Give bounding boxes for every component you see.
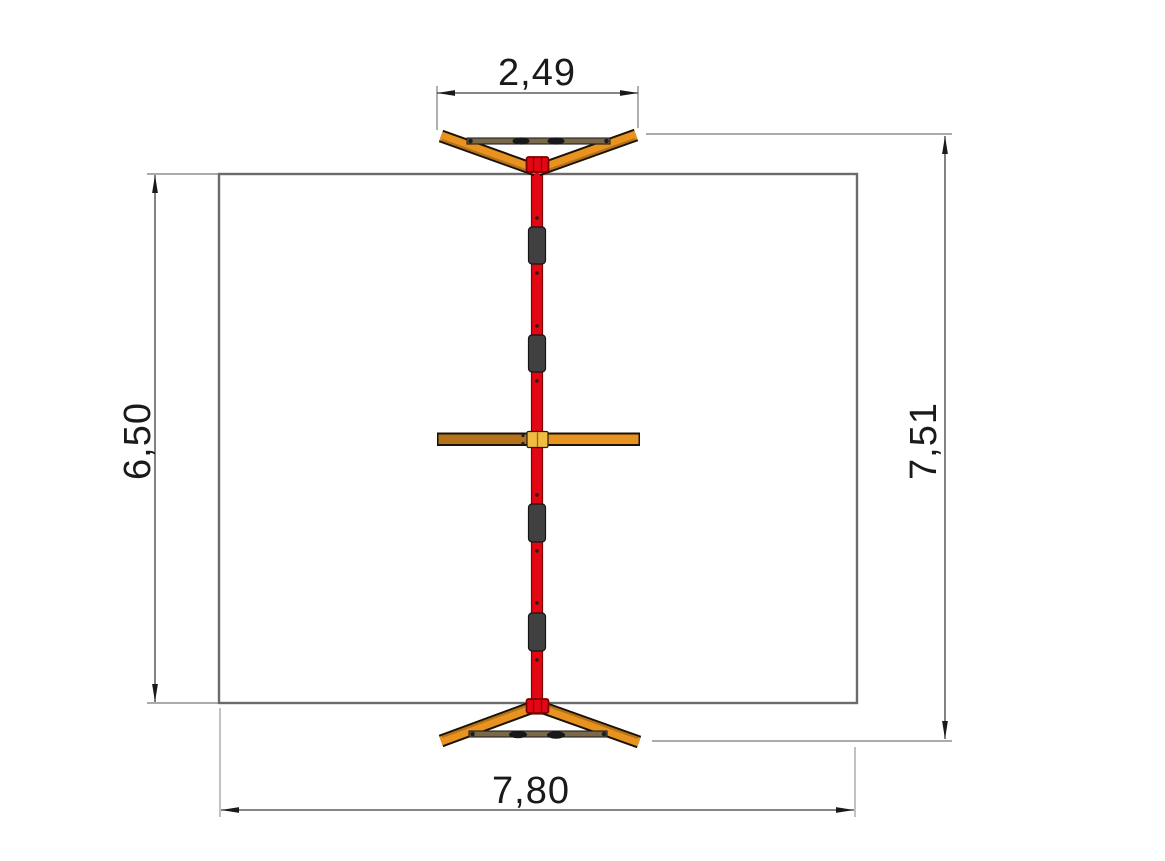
bolt-dot	[535, 658, 539, 662]
dimension-bottom-width: 7,80	[219, 708, 856, 817]
bolt-dot	[535, 324, 539, 328]
handle-grip	[512, 137, 530, 145]
bolt-dot	[521, 441, 525, 446]
middle-beam-connector	[526, 430, 549, 449]
bolt-dot	[601, 731, 607, 737]
bottom-left-beam	[439, 701, 538, 746]
dimension-right-height: 7,51	[646, 133, 952, 742]
bottom-left-beam-edge	[441, 701, 535, 739]
bottom-v-assembly	[438, 698, 642, 749]
climbing-structure	[437, 128, 642, 749]
bolt-dot	[535, 216, 539, 220]
bolt-dot	[535, 493, 539, 497]
dimension-top-width: 2,49	[436, 52, 639, 130]
top-right-beam	[536, 130, 638, 175]
bolt-dot	[535, 271, 539, 275]
dimension-label-bottom-width: 7,80	[492, 770, 570, 812]
bottom-right-beam-edge	[539, 701, 639, 740]
pole-clamp	[527, 612, 547, 652]
pole-clamp	[527, 503, 547, 543]
handle-grip	[547, 137, 565, 145]
top-right-beam-edge	[539, 137, 636, 175]
bottom-right-beam	[536, 701, 641, 747]
top-left-beam-edge	[441, 138, 535, 175]
bolt-dot	[535, 549, 539, 553]
bolt-dot	[604, 138, 609, 144]
top-pole-connector	[525, 156, 550, 173]
handle-grip	[547, 731, 565, 739]
bolt-dot	[535, 379, 539, 383]
dimension-label-right-height: 7,51	[903, 402, 945, 480]
top-left-beam	[439, 131, 538, 175]
bolt-dot	[468, 138, 473, 144]
dimension-label-top-width: 2,49	[498, 52, 576, 94]
pole-bolts	[535, 216, 539, 662]
bolt-dot	[521, 433, 525, 438]
top-handle-bar	[466, 137, 611, 145]
pole-clamp	[527, 334, 547, 373]
handle-grip	[509, 730, 527, 739]
bolt-dot	[535, 601, 539, 605]
pole-clamp	[527, 226, 547, 265]
dimension-left-height: 6,50	[117, 173, 218, 704]
top-v-assembly	[438, 128, 639, 177]
bottom-handle-bar	[468, 730, 608, 738]
bolt-dot	[470, 731, 475, 737]
middle-beam-right-half	[545, 434, 639, 444]
middle-beam-left-half	[438, 434, 531, 444]
dimension-label-left-height: 6,50	[117, 402, 159, 480]
bottom-pole-connector	[525, 698, 550, 714]
pole-clamps	[527, 226, 547, 652]
